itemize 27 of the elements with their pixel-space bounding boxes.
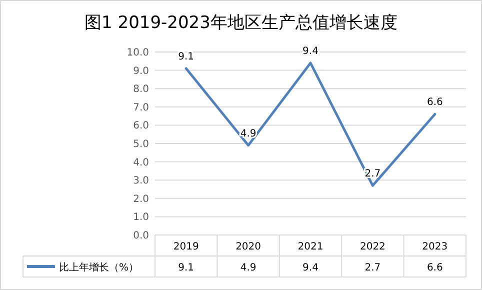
x-tick-label: 2020 [236,242,262,252]
y-tick-label: 3.0 [133,176,149,187]
y-tick-label: 1.0 [133,212,149,224]
y-tick-label: 10.0 [126,48,149,58]
y-tick-label: 4.0 [133,157,149,168]
legend-label: 比上年增长（%） [59,262,139,274]
y-tick-label: 0.0 [133,230,149,242]
x-tick-label: 2022 [360,242,386,252]
annotation: 9.1 [178,51,194,62]
x-tick-label: 2023 [422,242,448,252]
y-tick-label: 7.0 [133,102,149,114]
annotation: 4.9 [240,128,256,140]
y-tick-label: 9.0 [133,66,149,77]
data-label: 9.4 [302,262,318,274]
y-tick-label: 6.0 [133,120,149,132]
y-tick-label: 5.0 [133,139,149,150]
x-tick-label: 2019 [173,242,199,252]
data-label: 4.9 [240,262,256,274]
x-tick-label: 2021 [298,242,324,252]
annotation: 6.6 [426,97,443,108]
data-label: 6.6 [426,262,443,274]
annotation: 9.4 [302,46,318,57]
y-tick-label: 8.0 [133,84,149,96]
chart-title: 图1 2019-2023年地区生产总值增长速度 [84,13,398,33]
y-tick-label: 2.0 [133,194,149,205]
data-label: 2.7 [364,262,381,274]
data-label: 9.1 [178,262,194,274]
